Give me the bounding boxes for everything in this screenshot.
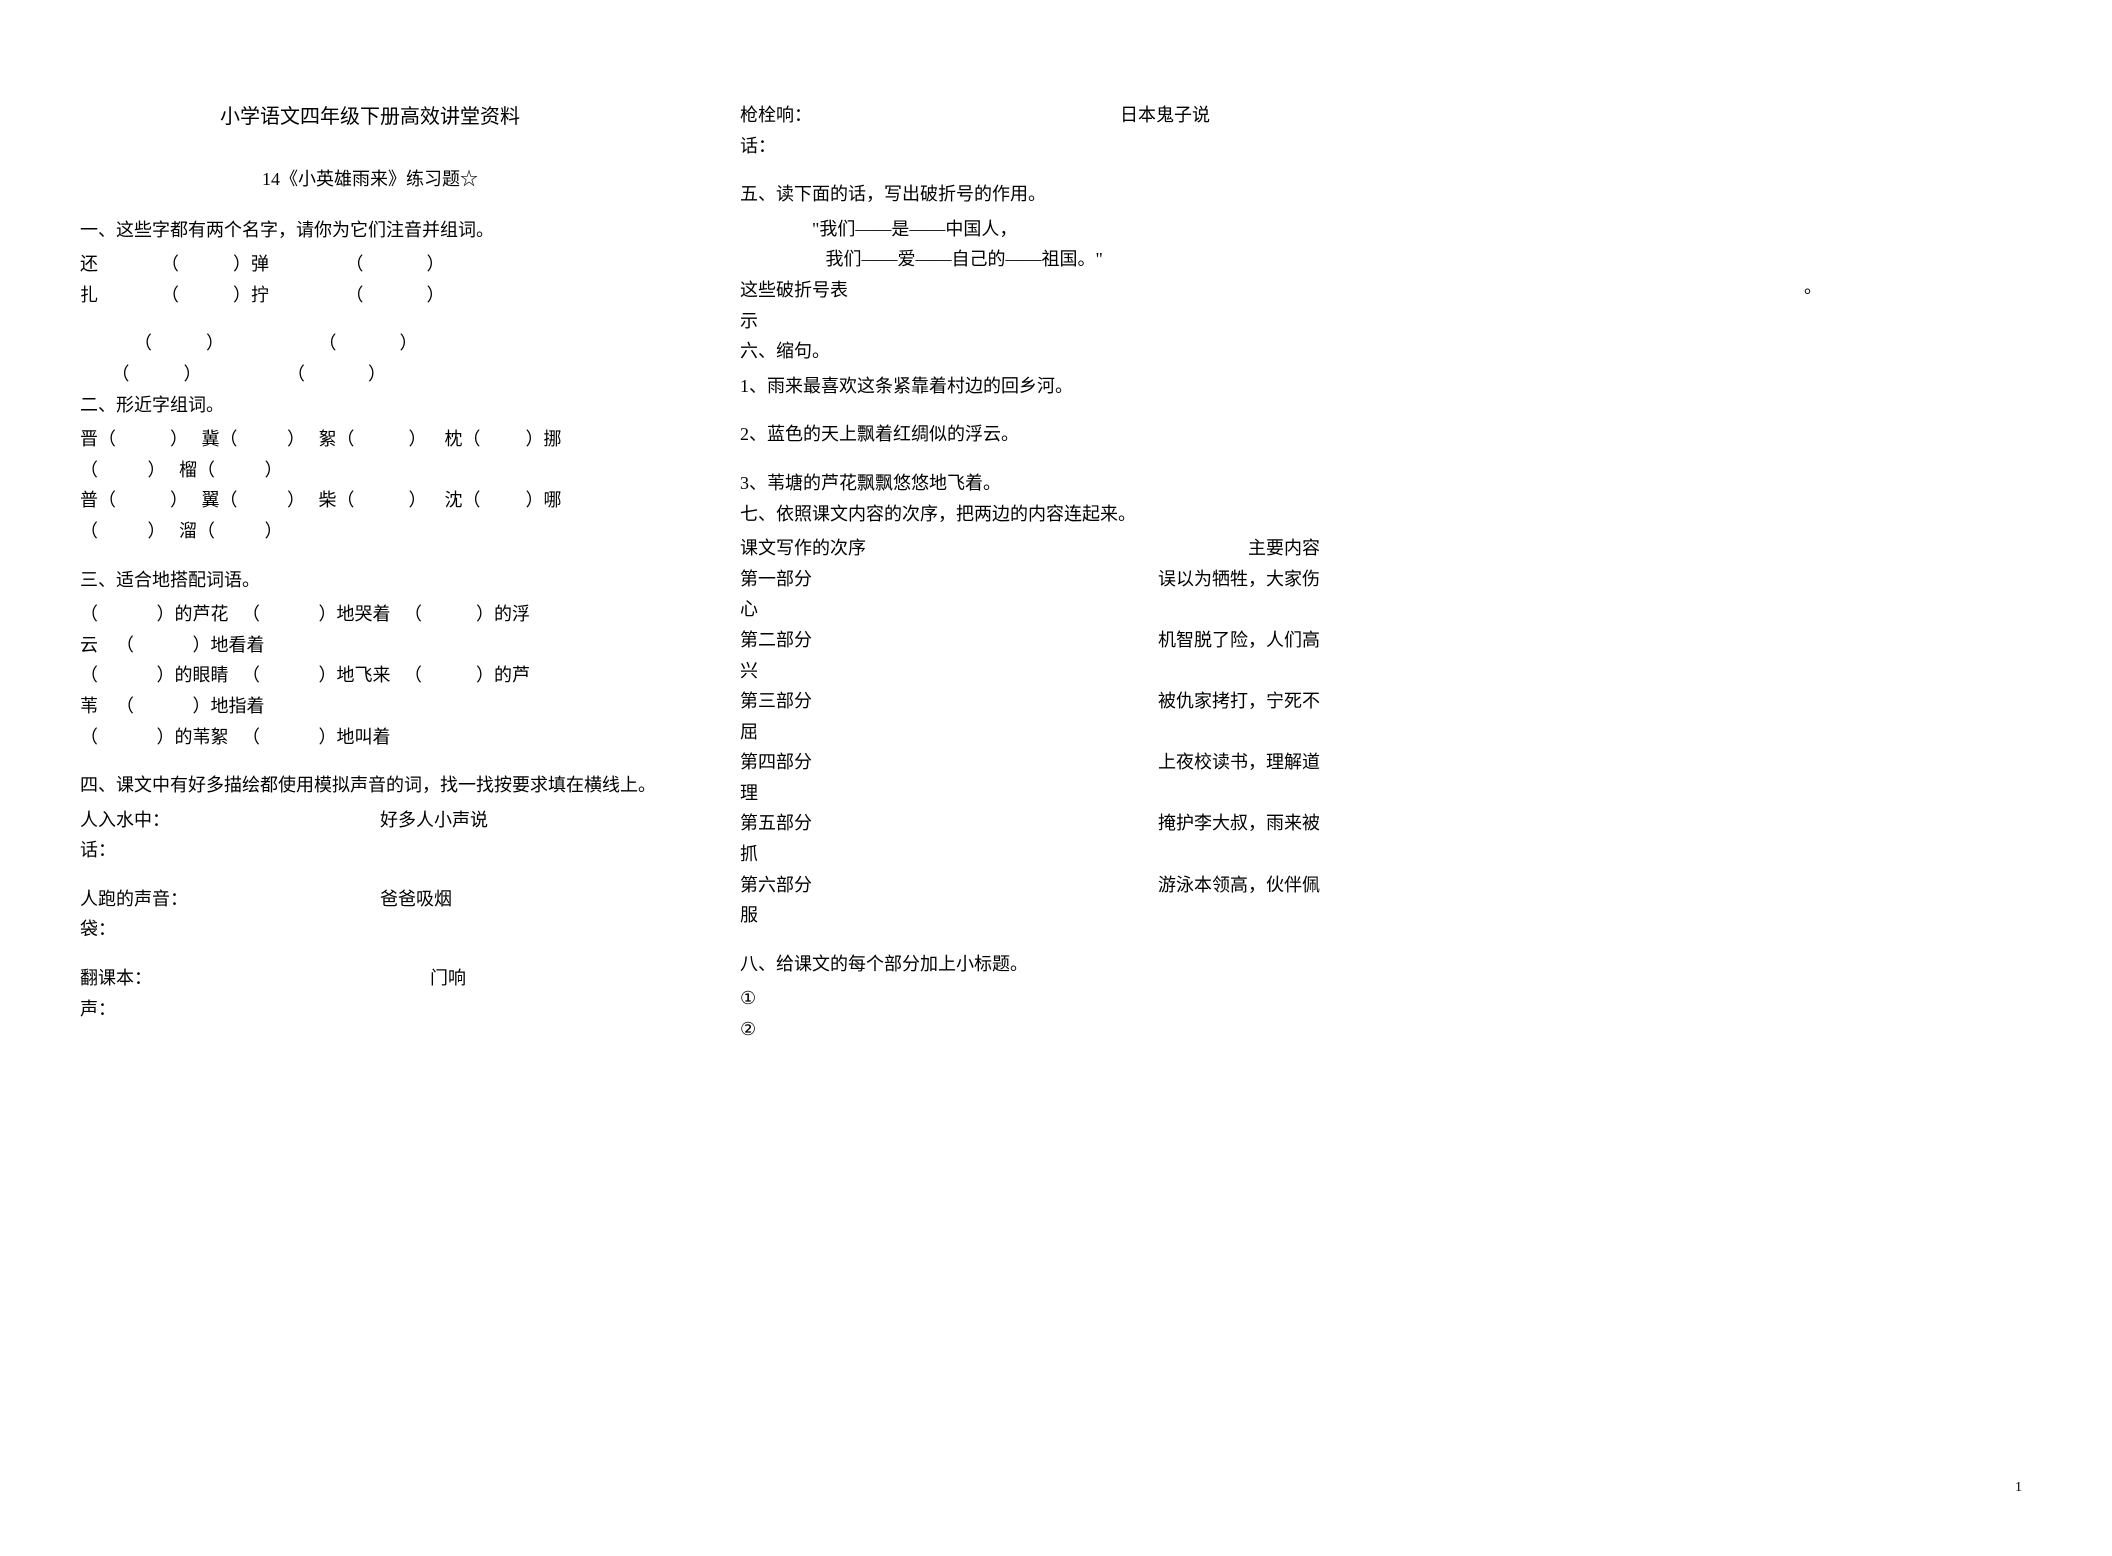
section-6-heading: 六、缩句。	[740, 336, 1320, 367]
section-1-line: 还 （ ）弹 （ ）	[80, 249, 660, 280]
section-4-row: 翻课本： 门响	[80, 963, 660, 994]
section-4-label: 好多人小声说	[380, 805, 488, 836]
section-4-label: 人入水中：	[80, 805, 380, 836]
section-3-line: （ ）的苇絮 （ ）地叫着	[80, 722, 660, 753]
section-4-heading: 四、课文中有好多描绘都使用模拟声音的词，找一找按要求填在横线上。	[80, 770, 660, 801]
matching-header-right: 主要内容	[1248, 533, 1320, 564]
matching-right: 被仇家拷打，宁死不	[1158, 686, 1320, 717]
section-5-line: 这些破折号表	[740, 275, 1320, 306]
section-4-line: 话：	[740, 131, 1320, 162]
section-1-line: （ ） （ ）	[80, 359, 660, 390]
section-4-label: 日本鬼子说	[1120, 100, 1210, 131]
section-7-row: 第三部分 被仇家拷打，宁死不	[740, 686, 1320, 717]
punctuation-dot: 。	[1804, 273, 1822, 299]
section-3-heading: 三、适合地搭配词语。	[80, 565, 660, 596]
section-5-line: "我们——是——中国人，	[740, 214, 1320, 245]
section-4-label: 翻课本：	[80, 963, 430, 994]
section-1-line: （ ） （ ）	[80, 328, 660, 359]
section-7-row: 第二部分 机智脱了险，人们高	[740, 625, 1320, 656]
matching-left: 第一部分	[740, 564, 812, 595]
document-title: 小学语文四年级下册高效讲堂资料	[80, 100, 660, 134]
section-5-heading: 五、读下面的话，写出破折号的作用。	[740, 179, 1320, 210]
worksheet-page: 小学语文四年级下册高效讲堂资料 14《小英雄雨来》练习题☆ 一、这些字都有两个名…	[0, 0, 2112, 1085]
matching-right-cont: 心	[740, 594, 1320, 625]
section-4-line: 声：	[80, 994, 660, 1025]
matching-right: 掩护李大叔，雨来被	[1158, 808, 1320, 839]
right-column: 枪栓响： 日本鬼子说 话： 五、读下面的话，写出破折号的作用。 "我们——是——…	[740, 100, 1320, 1045]
section-5-line: 我们——爱——自己的——祖国。"	[740, 244, 1320, 275]
matching-left: 第四部分	[740, 747, 812, 778]
section-4-row: 人入水中： 好多人小声说	[80, 805, 660, 836]
section-2-heading: 二、形近字组词。	[80, 390, 660, 421]
section-8-line: ①	[740, 983, 1320, 1014]
section-4-label: 枪栓响：	[740, 100, 1120, 131]
section-4-row: 枪栓响： 日本鬼子说	[740, 100, 1320, 131]
section-4-label: 人跑的声音：	[80, 884, 380, 915]
matching-right-cont: 理	[740, 778, 1320, 809]
section-4-line: 话：	[80, 835, 660, 866]
section-7-row: 第一部分 误以为牺牲，大家伤	[740, 564, 1320, 595]
matching-right-cont: 服	[740, 900, 1320, 931]
left-column: 小学语文四年级下册高效讲堂资料 14《小英雄雨来》练习题☆ 一、这些字都有两个名…	[80, 100, 660, 1045]
section-7-heading: 七、依照课文内容的次序，把两边的内容连起来。	[740, 499, 1320, 530]
section-3-line: 云 （ ）地看着	[80, 630, 660, 661]
section-7-header-row: 课文写作的次序 主要内容	[740, 533, 1320, 564]
section-3-line: （ ）的芦花 （ ）地哭着 （ ）的浮	[80, 599, 660, 630]
matching-right-cont: 兴	[740, 656, 1320, 687]
section-7-row: 第五部分 掩护李大叔，雨来被	[740, 808, 1320, 839]
section-3-line: 苇 （ ）地指着	[80, 691, 660, 722]
section-4-row: 人跑的声音： 爸爸吸烟	[80, 884, 660, 915]
matching-left: 第五部分	[740, 808, 812, 839]
section-7-row: 第四部分 上夜校读书，理解道	[740, 747, 1320, 778]
section-6-line: 1、雨来最喜欢这条紧靠着村边的回乡河。	[740, 371, 1320, 402]
section-2-line: 普（ ） 翼（ ） 柴（ ） 沈（ ）哪	[80, 485, 660, 516]
section-7-row: 第六部分 游泳本领高，伙伴佩	[740, 870, 1320, 901]
section-2-line: 晋（ ） 冀（ ） 絮（ ） 枕（ ）挪	[80, 424, 660, 455]
matching-header-left: 课文写作的次序	[740, 533, 866, 564]
section-8-line: ②	[740, 1014, 1320, 1045]
matching-right: 误以为牺牲，大家伤	[1158, 564, 1320, 595]
section-4-line: 袋：	[80, 914, 660, 945]
section-4-label: 门响	[430, 963, 466, 994]
section-3-line: （ ）的眼睛 （ ）地飞来 （ ）的芦	[80, 660, 660, 691]
page-number: 1	[2015, 1480, 2022, 1496]
matching-right: 游泳本领高，伙伴佩	[1158, 870, 1320, 901]
matching-left: 第六部分	[740, 870, 812, 901]
section-5-line: 示	[740, 306, 1320, 337]
matching-right: 上夜校读书，理解道	[1158, 747, 1320, 778]
section-2-line: （ ） 溜（ ）	[80, 516, 660, 547]
section-6-line: 3、苇塘的芦花飘飘悠悠地飞着。	[740, 468, 1320, 499]
section-6-line: 2、蓝色的天上飘着红绸似的浮云。	[740, 419, 1320, 450]
matching-right: 机智脱了险，人们高	[1158, 625, 1320, 656]
section-1-heading: 一、这些字都有两个名字，请你为它们注音并组词。	[80, 215, 660, 246]
matching-right-cont: 屈	[740, 717, 1320, 748]
section-1-line: 扎 （ ）拧 （ ）	[80, 280, 660, 311]
section-2-line: （ ） 榴（ ）	[80, 455, 660, 486]
matching-left: 第二部分	[740, 625, 812, 656]
section-8-heading: 八、给课文的每个部分加上小标题。	[740, 949, 1320, 980]
document-subtitle: 14《小英雄雨来》练习题☆	[80, 164, 660, 195]
matching-right-cont: 抓	[740, 839, 1320, 870]
section-4-label: 爸爸吸烟	[380, 884, 452, 915]
matching-left: 第三部分	[740, 686, 812, 717]
